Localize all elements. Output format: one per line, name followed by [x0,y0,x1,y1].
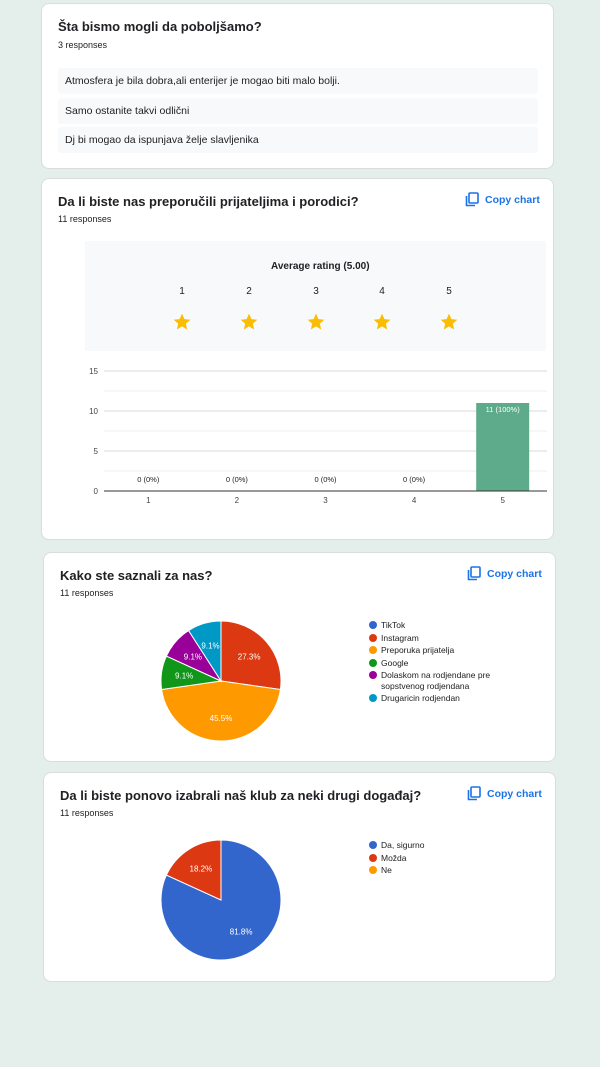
text-response: Dj bi mogao da ispunjava želje slavljeni… [58,127,538,153]
x-tick-label: 5 [500,496,505,505]
x-tick-label: 3 [323,496,328,505]
average-rating-label: Average rating (5.00) [271,261,370,272]
copy-chart-button[interactable]: Copy chart [467,786,542,801]
star-number-4: 4 [379,286,385,297]
star-icon [307,313,325,330]
legend-label: Dolaskom na rodjendane pre sopstvenog ro… [381,670,491,691]
legend-label: Instagram [381,632,419,643]
question-card-improvements: Šta bismo mogli da poboljšamo? 3 respons… [41,3,554,169]
legend-label: Preporuka prijatelja [381,645,455,655]
question-title: Da li biste ponovo izabrali naš klub za … [60,788,422,803]
legend-swatch [369,633,377,642]
average-rating-panel: Average rating (5.00) 1 2 3 4 5 [85,241,546,351]
copy-chart-button[interactable]: Copy chart [465,192,540,207]
pie-slice [161,680,281,742]
legend-label: Možda [381,852,407,863]
slice-label: 27.3% [238,653,261,662]
data-label: 0 (0%) [226,475,249,484]
source-pie-chart: 27.3% 45.5% 9.1% 9.1% 9.1% [160,620,282,742]
question-card-recommend: Da li biste nas preporučili prijateljima… [41,178,554,540]
response-count: 11 responses [60,588,114,598]
y-tick-label: 10 [89,407,98,416]
question-card-source: Kako ste saznali za nas? 11 responses Co… [43,552,556,762]
pie-slice [160,839,282,961]
response-count: 11 responses [60,808,114,818]
y-tick-label: 0 [94,487,99,496]
legend-swatch [369,853,377,862]
copy-chart-label: Copy chart [485,193,540,206]
return-pie-chart: 81.8% 18.2% [160,839,282,961]
x-tick-label: 4 [412,496,417,505]
legend-label: TikTok [381,620,406,630]
legend-swatch [369,671,377,679]
x-tick-label: 2 [235,496,240,505]
legend-swatch [369,841,377,849]
legend-item: TikTok [369,620,499,631]
legend-label: Ne [381,865,392,875]
bar-5 [476,403,530,491]
legend-item: Dolaskom na rodjendane pre sopstvenog ro… [369,670,499,691]
slice-label: 81.8% [230,927,253,936]
rating-bar-chart: 0 5 10 15 0 (0%) 1 0 (0%) 2 0 (0%) 3 0 (0%) 4 11 (10… [89,367,547,505]
legend-item: Drugaricin rodjendan [369,693,499,704]
response-count: 11 responses [58,214,112,224]
legend-swatch [369,694,377,702]
copy-chart-button[interactable]: Copy chart [467,566,542,581]
pie-slice [165,839,222,901]
text-response: Atmosfera je bila dobra,ali enterijer je… [58,68,538,94]
legend-swatch [369,866,377,874]
pie-slice [220,620,282,691]
star-icon [440,313,458,330]
legend-swatch [369,658,377,667]
return-pie-legend: Da, sigurno Možda Ne [369,840,499,878]
x-tick-label: 1 [146,496,151,505]
y-tick-label: 15 [89,367,98,376]
data-label: 0 (0%) [403,475,426,484]
legend-label: Da, sigurno [381,840,425,850]
copy-chart-label: Copy chart [487,567,542,580]
slice-label: 9.1% [175,672,193,681]
y-tick-label: 5 [94,447,99,456]
slice-label: 45.5% [210,714,233,723]
copy-chart-label: Copy chart [487,787,542,800]
copy-icon [467,786,481,801]
slice-label: 9.1% [184,653,202,662]
star-number-5: 5 [446,286,452,297]
copy-icon [465,192,479,207]
data-label: 11 (100%) [486,405,521,414]
source-pie-legend: TikTok Instagram Preporuka prijatelja Googl… [369,620,499,706]
slice-label: 9.1% [201,641,219,650]
question-card-return: Da li biste ponovo izabrali naš klub za … [43,772,556,982]
legend-item: Da, sigurno [369,840,499,851]
response-count: 3 responses [58,40,108,50]
star-icon [173,313,191,330]
legend-swatch [369,646,377,654]
legend-item: Ne [369,865,499,876]
star-number-1: 1 [179,286,185,297]
legend-item: Google [369,658,499,669]
star-icon [373,313,391,330]
pie-slice [187,620,222,683]
question-title: Da li biste nas preporučili prijateljima… [58,194,359,209]
legend-label: Google [381,657,409,668]
star-icon [240,313,258,330]
text-response: Samo ostanite takvi odlični [58,98,538,124]
legend-swatch [369,621,377,629]
star-number-3: 3 [313,286,319,297]
data-label: 0 (0%) [314,475,337,484]
legend-item: Preporuka prijatelja [369,645,499,656]
star-number-2: 2 [246,286,252,297]
question-title: Kako ste saznali za nas? [60,568,213,583]
slice-label: 18.2% [190,865,213,874]
data-label: 0 (0%) [137,475,160,484]
legend-label: Drugaricin rodjendan [381,693,460,703]
legend-item: Instagram [369,633,499,644]
copy-icon [467,566,481,581]
question-title: Šta bismo mogli da poboljšamo? [58,19,262,34]
legend-item: Možda [369,853,499,864]
